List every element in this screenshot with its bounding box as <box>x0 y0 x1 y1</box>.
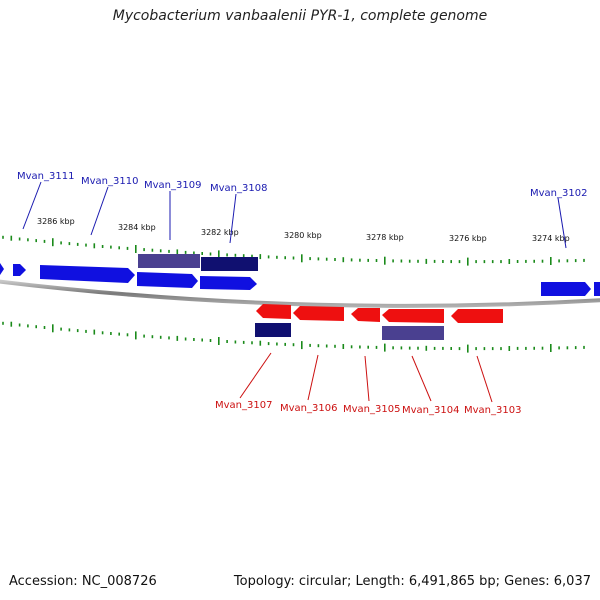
gene-arrow[interactable] <box>351 308 380 322</box>
accession-text: Accession: NC_008726 <box>9 574 157 589</box>
callout-line <box>557 197 567 249</box>
gene-box-highlight[interactable] <box>138 254 200 268</box>
kbp-label: 3276 kbp <box>449 234 487 243</box>
gene-label-mvan-3107[interactable]: Mvan_3107 <box>215 400 272 411</box>
callout-line <box>476 355 493 403</box>
callout-line <box>364 355 370 402</box>
gene-arrow[interactable] <box>293 306 344 321</box>
gene-arrow[interactable] <box>137 272 198 288</box>
kbp-label: 3282 kbp <box>201 228 239 237</box>
kbp-label: 3280 kbp <box>284 231 322 240</box>
reverse-tick-marks <box>2 321 585 353</box>
callout-line <box>307 354 319 401</box>
map-title: Mycobacterium vanbaalenii PYR-1, complet… <box>112 8 488 24</box>
gene-arrow[interactable] <box>13 264 26 276</box>
gene-arrow[interactable] <box>541 282 591 296</box>
gene-label-mvan-3109[interactable]: Mvan_3109 <box>144 180 201 191</box>
kbp-label: 3286 kbp <box>37 217 75 226</box>
genome-backbone <box>0 279 600 308</box>
gene-label-mvan-3103[interactable]: Mvan_3103 <box>464 405 521 416</box>
reverse-genes <box>255 304 503 340</box>
gene-arrow[interactable] <box>256 304 291 319</box>
kbp-label: 3278 kbp <box>366 233 404 242</box>
gene-arrow[interactable] <box>200 276 257 290</box>
genome-summary-text: Topology: circular; Length: 6,491,865 bp… <box>233 574 591 589</box>
kbp-label: 3284 kbp <box>118 223 156 232</box>
gene-box-highlight[interactable] <box>255 323 291 337</box>
gene-box-highlight[interactable] <box>382 326 444 340</box>
forward-genes <box>0 254 600 296</box>
gene-label-mvan-3108[interactable]: Mvan_3108 <box>210 183 267 194</box>
kbp-labels: 3286 kbp 3284 kbp 3282 kbp 3280 kbp 3278… <box>37 217 570 243</box>
gene-arrow[interactable] <box>451 309 503 323</box>
gene-box-highlight[interactable] <box>201 257 258 271</box>
gene-label-mvan-3104[interactable]: Mvan_3104 <box>402 405 459 416</box>
gene-label-mvan-3110[interactable]: Mvan_3110 <box>81 176 138 187</box>
gene-box[interactable] <box>594 282 600 296</box>
gene-label-mvan-3102[interactable]: Mvan_3102 <box>530 188 587 199</box>
callout-line <box>22 181 42 230</box>
gene-arrow[interactable] <box>0 263 4 275</box>
reverse-gene-callouts: Mvan_3107 Mvan_3106 Mvan_3105 Mvan_3104 … <box>215 352 521 416</box>
forward-gene-callouts: Mvan_3111 Mvan_3110 Mvan_3109 Mvan_3108 … <box>17 171 587 249</box>
forward-tick-marks <box>2 235 585 266</box>
gene-label-mvan-3111[interactable]: Mvan_3111 <box>17 171 74 182</box>
callout-line <box>90 186 109 236</box>
kbp-label: 3274 kbp <box>532 234 570 243</box>
gene-label-mvan-3105[interactable]: Mvan_3105 <box>343 404 400 415</box>
callout-line <box>411 355 432 402</box>
callout-line <box>229 193 237 244</box>
gene-label-mvan-3106[interactable]: Mvan_3106 <box>280 403 337 414</box>
callout-line <box>239 352 272 399</box>
gene-arrow[interactable] <box>382 309 444 323</box>
gene-arrow[interactable] <box>40 265 135 283</box>
